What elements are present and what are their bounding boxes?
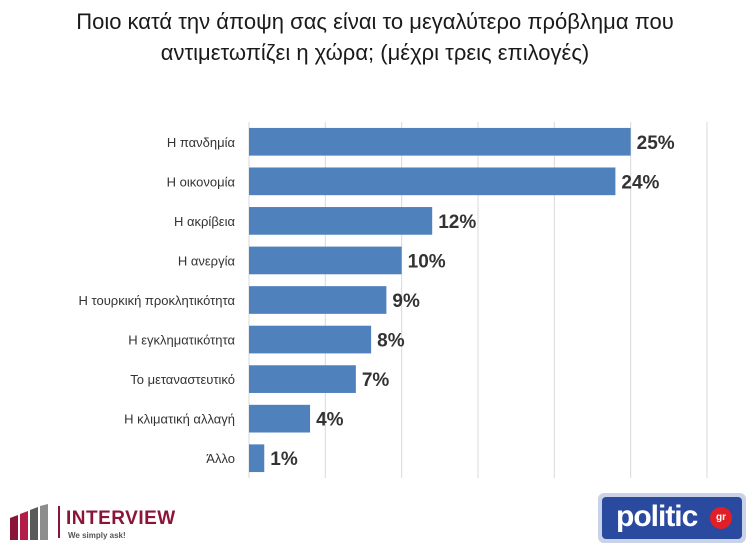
bar (249, 127, 631, 156)
value-label: 24% (621, 172, 659, 193)
interview-logo-name: INTERVIEW (66, 508, 176, 529)
category-label: Η τουρκική προκλητικότητα (79, 293, 236, 308)
value-label: 25% (637, 133, 675, 154)
category-label: Η οικονομία (167, 174, 236, 189)
value-labels: 25% 24% 12% 10% 9% 8% 7% 4% 1% (270, 133, 675, 470)
value-label: 8% (377, 331, 405, 352)
bar (249, 167, 616, 196)
category-label: Η κλιματική αλλαγή (124, 412, 235, 427)
bar (249, 404, 311, 433)
category-label: Άλλο (206, 451, 235, 466)
value-label: 4% (316, 410, 344, 431)
value-label: 10% (408, 251, 446, 272)
category-label: Η πανδημία (167, 135, 236, 150)
politic-logo: politic gr (598, 493, 746, 543)
bar (249, 365, 356, 393)
politic-logo-badge: politic gr (602, 497, 742, 539)
politic-logo-suffix: gr (710, 507, 732, 529)
chart-title: Ποιο κατά την άποψη σας είναι το μεγαλύτ… (10, 6, 740, 68)
logo-separator (58, 506, 60, 538)
category-label: Η ακρίβεια (174, 214, 235, 229)
bar (249, 246, 402, 275)
value-label: 9% (392, 291, 420, 312)
title-line-2: αντιμετωπίζει η χώρα; (μέχρι τρεις επιλο… (160, 40, 590, 65)
bars (249, 127, 631, 473)
value-label: 12% (438, 212, 476, 233)
interview-bars-icon (10, 504, 48, 540)
category-label: Το μεταναστευτικό (130, 372, 235, 387)
interview-logo-tagline: We simply ask! (68, 531, 126, 540)
value-label: 7% (362, 370, 390, 391)
value-label: 1% (270, 449, 298, 470)
bar (249, 207, 433, 235)
title-line-1: Ποιο κατά την άποψη σας είναι το μεγαλύτ… (76, 9, 674, 34)
bar (249, 286, 387, 314)
bar-chart: Η πανδημία Η οικονομία Η ακρίβεια Η ανεργία… (79, 122, 708, 478)
category-label: Η ανεργία (178, 253, 236, 268)
politic-logo-word: politic (616, 500, 698, 533)
bar (249, 325, 372, 354)
category-labels: Η πανδημία Η οικονομία Η ακρίβεια Η ανεργία… (79, 135, 236, 466)
interview-logo: INTERVIEW We simply ask! (8, 502, 208, 542)
bar (249, 444, 265, 473)
category-label: Η εγκληματικότητα (128, 333, 235, 348)
